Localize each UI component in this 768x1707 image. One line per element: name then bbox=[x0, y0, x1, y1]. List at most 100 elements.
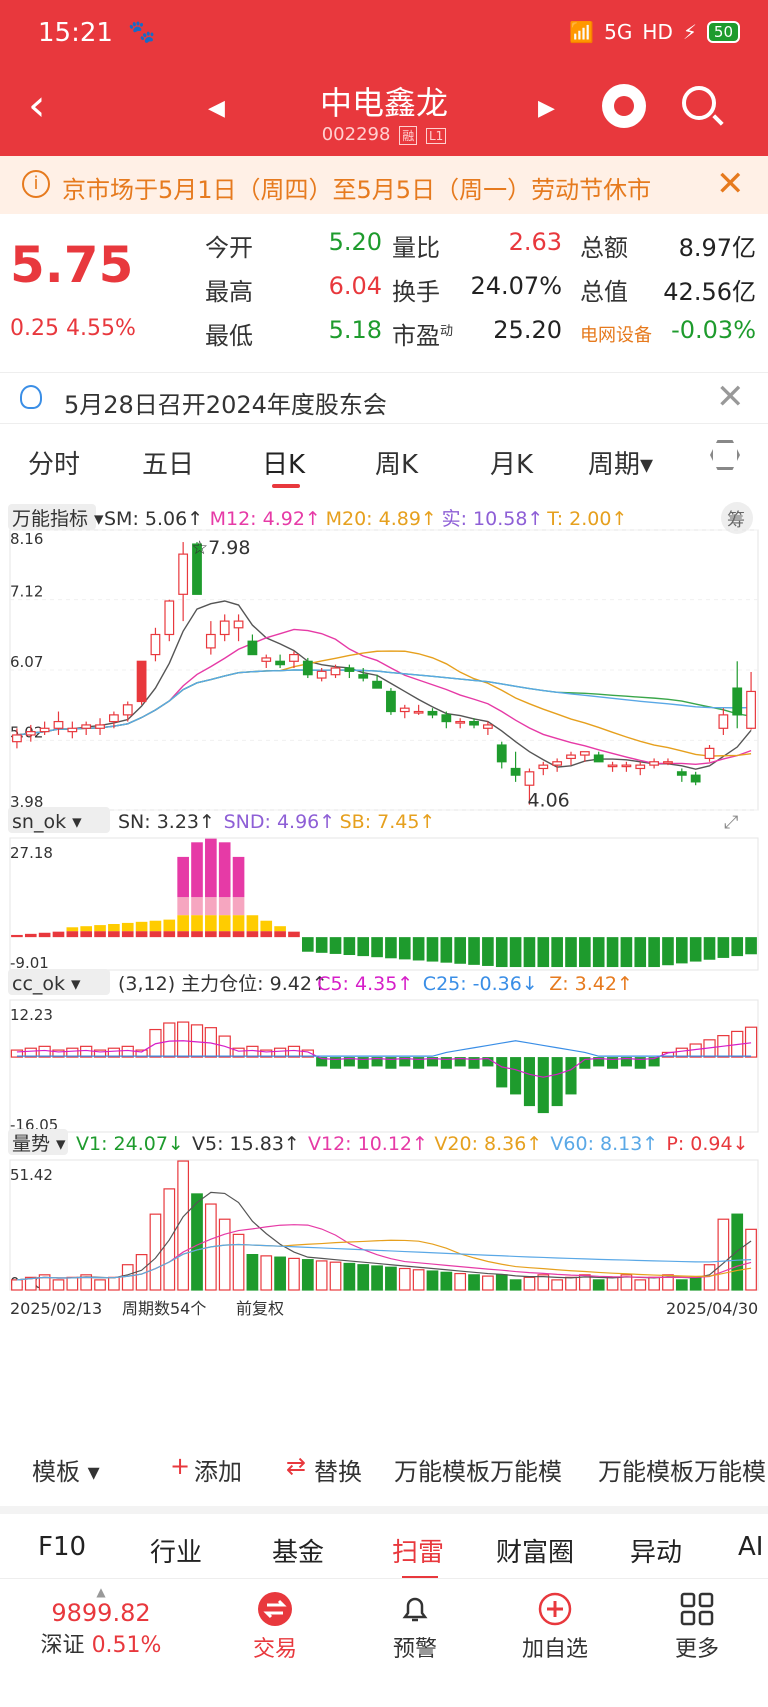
tab-f10[interactable]: F10 bbox=[38, 1532, 87, 1562]
sn-bar bbox=[426, 937, 439, 962]
quote-label-sup: 动 bbox=[440, 324, 454, 339]
status-bar: 15:21 🐾 📶 5G HD ⚡ 50 bbox=[0, 0, 768, 66]
replace-button[interactable]: 替换 bbox=[314, 1458, 362, 1486]
quote-label: 最高 bbox=[205, 278, 253, 306]
candle-body bbox=[289, 653, 299, 662]
close-icon[interactable]: ✕ bbox=[716, 377, 745, 417]
kline-chart[interactable]: 万能指标 ▾ SM: 5.06↑ M12: 4.92↑ M20: 4.89↑ 实: 10… bbox=[0, 500, 768, 1430]
event-notice[interactable]: 5月28日召开2024年度股东会 ✕ bbox=[0, 372, 768, 424]
cc-bar bbox=[675, 1047, 688, 1058]
volume-bar bbox=[523, 1276, 536, 1291]
replace-icon[interactable]: ⇄ bbox=[286, 1452, 307, 1480]
tab-wealth-circle[interactable]: 财富圈 bbox=[496, 1538, 575, 1568]
candle-body bbox=[192, 543, 202, 595]
tab-weekly-k[interactable]: 周K bbox=[375, 450, 419, 480]
market-notice-banner[interactable]: i 京市场于5月1日（周四）至5月5日（周一）劳动节休市 ✕ bbox=[0, 156, 768, 214]
nav-alert[interactable]: 预警 bbox=[350, 1591, 480, 1663]
template-item-1[interactable]: 万能模板万能模 bbox=[394, 1458, 562, 1486]
bell-icon bbox=[402, 1597, 428, 1622]
candle-body bbox=[358, 674, 369, 679]
change-value: 0.25 bbox=[10, 316, 59, 341]
volume-bar bbox=[412, 1269, 425, 1291]
sn-bar bbox=[135, 921, 148, 932]
tab-anomaly[interactable]: 异动 bbox=[630, 1538, 683, 1568]
cc-bar bbox=[496, 1057, 508, 1088]
index-widget[interactable]: ▲ 9899.82 深证 0.51% bbox=[36, 1585, 166, 1659]
sn-bar bbox=[149, 931, 162, 938]
quote-label: 今开 bbox=[205, 234, 253, 262]
volume-bar bbox=[426, 1270, 439, 1291]
sn-bar bbox=[135, 931, 148, 938]
tab-ai[interactable]: AI bbox=[738, 1532, 764, 1562]
next-stock-icon[interactable]: ▶ bbox=[538, 96, 555, 121]
hd-label: HD bbox=[642, 20, 673, 44]
close-icon[interactable]: ✕ bbox=[716, 164, 745, 204]
nav-alert-label: 预警 bbox=[392, 1637, 437, 1662]
template-item-2[interactable]: 万能模板万能模 bbox=[598, 1458, 766, 1486]
tab-five-day[interactable]: 五日 bbox=[142, 450, 195, 480]
sn-bar bbox=[80, 926, 93, 932]
volume-bar bbox=[66, 1276, 79, 1291]
sn-bar bbox=[205, 915, 217, 932]
tab-risk-scan[interactable]: 扫雷 bbox=[392, 1538, 445, 1568]
sn-bar bbox=[579, 937, 591, 968]
tab-daily-k[interactable]: 日K bbox=[262, 450, 306, 480]
settings-hex-icon[interactable] bbox=[710, 440, 740, 470]
y-axis-label: -9.01 bbox=[10, 954, 49, 972]
nav-more[interactable]: 更多 bbox=[632, 1591, 762, 1663]
candle-body bbox=[413, 710, 424, 714]
template-dropdown[interactable]: 模板 ▾ bbox=[32, 1458, 100, 1486]
sn-bar bbox=[218, 842, 231, 898]
add-button[interactable]: 添加 bbox=[194, 1458, 242, 1486]
tab-fund[interactable]: 基金 bbox=[272, 1538, 325, 1568]
search-icon[interactable] bbox=[682, 86, 716, 120]
sn-bar bbox=[205, 897, 217, 916]
margin-tag: 融 bbox=[399, 126, 418, 145]
prev-stock-icon[interactable]: ◀ bbox=[208, 96, 225, 121]
sn-bar bbox=[648, 937, 660, 968]
quote-value: 5.20 bbox=[328, 228, 382, 256]
tab-industry[interactable]: 行业 bbox=[150, 1538, 203, 1568]
volume-bar bbox=[703, 1264, 716, 1291]
charging-icon: ⚡ bbox=[682, 20, 697, 44]
indicator-name-box bbox=[8, 1129, 68, 1155]
sn-bar bbox=[412, 937, 425, 961]
volume-bar bbox=[468, 1274, 480, 1291]
volume-bar bbox=[495, 1274, 508, 1291]
candle-body bbox=[39, 727, 50, 733]
nav-trade[interactable]: 交易 bbox=[210, 1591, 340, 1663]
candle-body bbox=[718, 714, 729, 729]
sn-bar bbox=[177, 897, 189, 916]
cc-bar bbox=[24, 1047, 37, 1058]
quote-label: 量比 bbox=[392, 234, 440, 262]
sn-bar bbox=[592, 937, 605, 968]
sn-bar bbox=[121, 931, 134, 938]
sn-bar bbox=[371, 937, 383, 958]
sn-bar bbox=[398, 937, 411, 960]
tab-monthly-k[interactable]: 月K bbox=[490, 450, 534, 480]
stock-code: 002298 bbox=[321, 124, 391, 145]
plus-icon[interactable]: + bbox=[170, 1452, 191, 1480]
panel-frame bbox=[9, 999, 759, 1133]
volume-bar bbox=[288, 1257, 300, 1291]
back-icon[interactable]: ‹ bbox=[28, 80, 46, 131]
network-label: 5G bbox=[604, 20, 633, 44]
candle-body bbox=[53, 720, 64, 729]
volume-bar bbox=[121, 1264, 134, 1291]
volume-bar bbox=[440, 1271, 453, 1291]
volume-bar bbox=[648, 1276, 660, 1291]
candle-body bbox=[122, 704, 133, 716]
volume-bar bbox=[149, 1213, 162, 1291]
sn-bar bbox=[66, 931, 79, 938]
mascot-icon[interactable] bbox=[602, 84, 646, 128]
nav-add-watchlist[interactable]: 加自选 bbox=[490, 1591, 620, 1663]
tab-intraday[interactable]: 分时 bbox=[28, 450, 81, 480]
tab-period[interactable]: 周期▾ bbox=[588, 450, 654, 480]
quote-value: 42.56亿 bbox=[663, 278, 756, 306]
indicator-value: P: 0.94↓ bbox=[666, 1133, 748, 1155]
quote-label: 换手 bbox=[392, 278, 440, 306]
sn-bar bbox=[94, 931, 106, 938]
candle-body bbox=[233, 620, 244, 629]
cc-bar bbox=[620, 1057, 632, 1067]
quote-label: 总值 bbox=[580, 278, 628, 306]
